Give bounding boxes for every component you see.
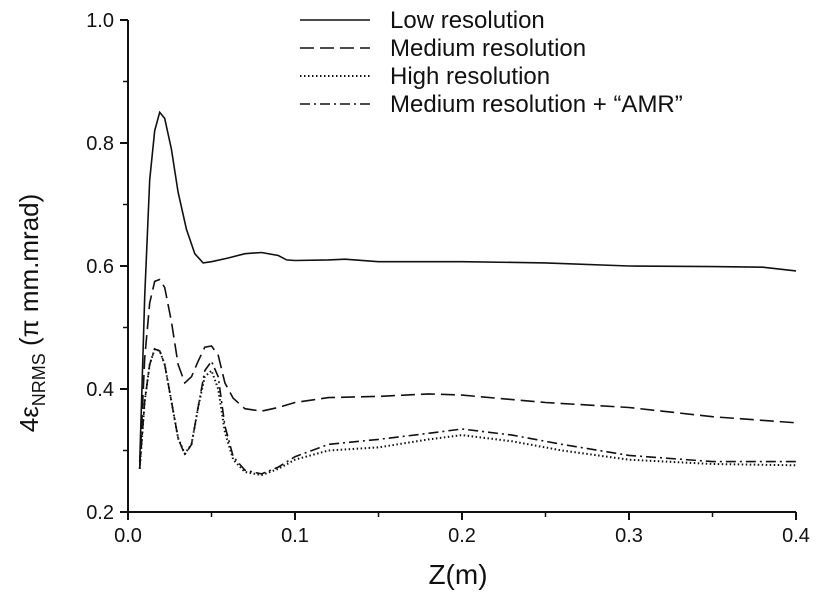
legend-label-2: Medium resolution — [390, 35, 586, 62]
legend-label-3: High resolution — [390, 63, 550, 90]
y-axis-title-subscript: NRMS — [29, 353, 49, 406]
series-lines — [138, 110, 797, 477]
x-tick-label: 0.1 — [281, 525, 309, 547]
axis-ticks: 0.0 0.1 0.2 0.3 0.4 0.2 0.4 0.6 0.8 1.0 — [86, 10, 810, 547]
y-axis-title-prefix: 4ε — [14, 406, 44, 432]
x-tick-label: 0.2 — [448, 525, 476, 547]
series-line-2 — [138, 278, 797, 469]
y-axis-title-suffix: (π mm.mrad) — [14, 194, 44, 353]
x-tick-label: 0.4 — [782, 525, 810, 547]
y-axis-title: 4εNRMS (π mm.mrad) — [14, 194, 49, 433]
series-line-3 — [138, 347, 797, 477]
legend-label-1: Low resolution — [390, 7, 545, 34]
y-tick-label: 0.2 — [86, 502, 114, 524]
x-axis-title: Z(m) — [428, 559, 487, 590]
legend-label-4: Medium resolution + “AMR” — [390, 91, 683, 118]
x-tick-label: 0.3 — [615, 525, 643, 547]
y-tick-label: 0.6 — [86, 256, 114, 278]
y-tick-label: 1.0 — [86, 10, 114, 32]
series-line-1 — [138, 110, 797, 463]
y-tick-label: 0.4 — [86, 379, 114, 401]
x-tick-label: 0.0 — [114, 525, 142, 547]
y-tick-label: 0.8 — [86, 133, 114, 155]
